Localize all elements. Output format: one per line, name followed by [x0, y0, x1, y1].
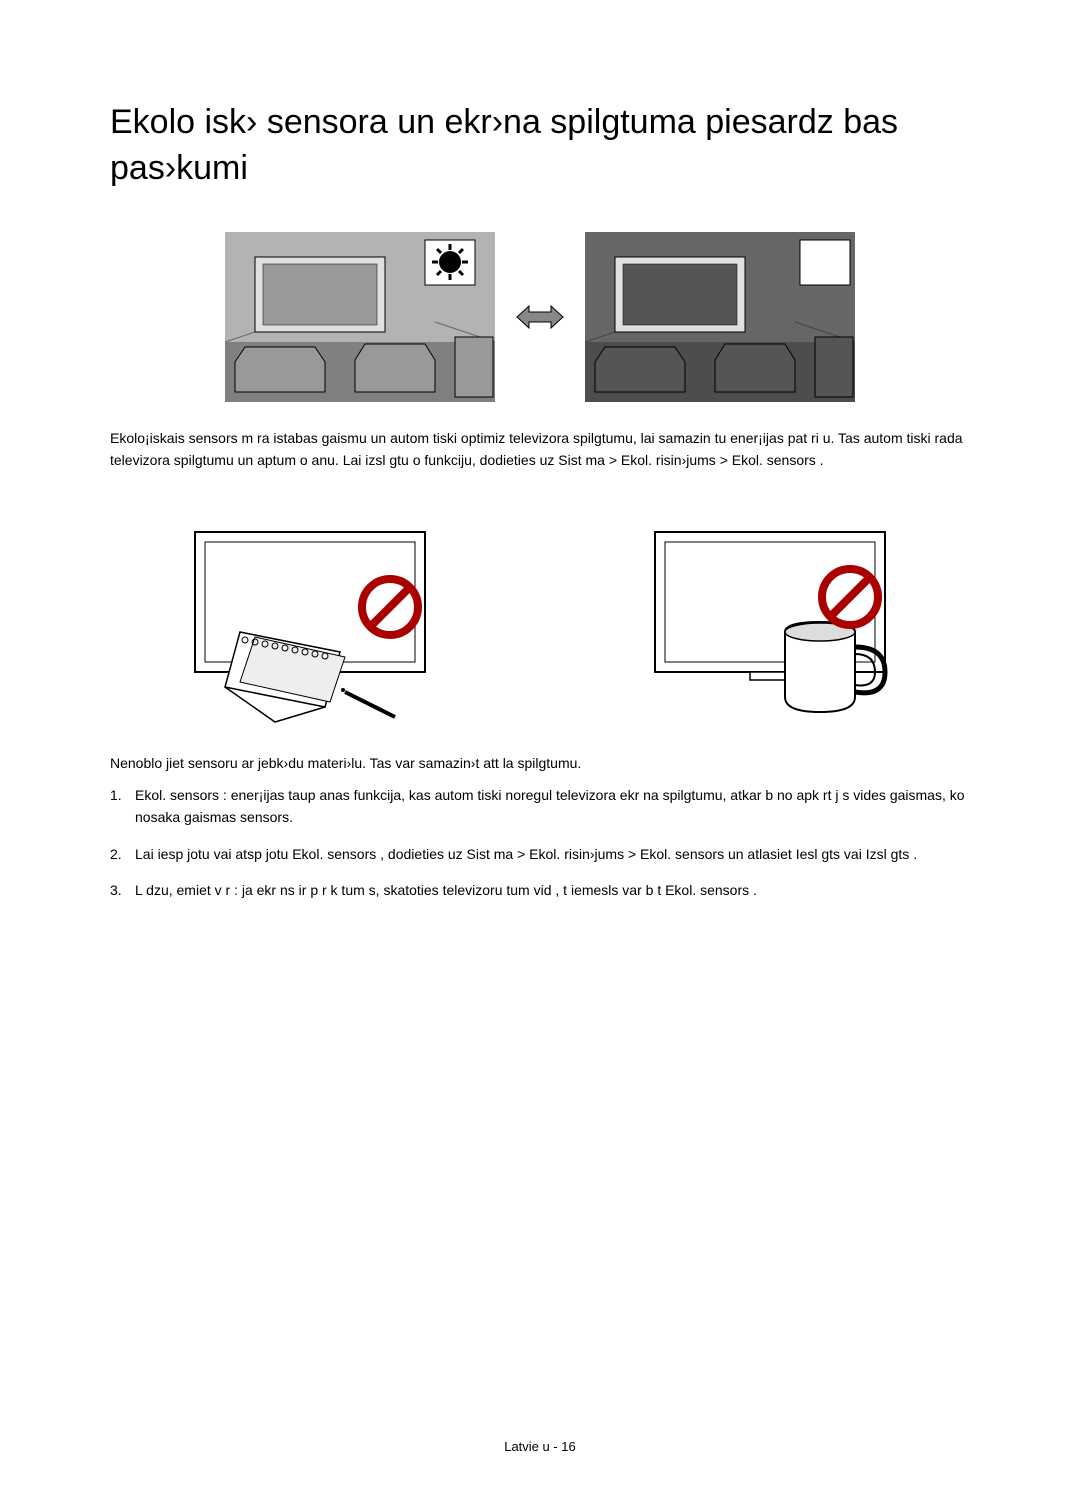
item3-end: .: [749, 882, 757, 898]
item2-end: .: [909, 846, 917, 862]
label-off: Izsl gts: [866, 846, 910, 862]
paragraph-1: Ekolo¡iskais sensors m ra istabas gaismu…: [110, 427, 970, 472]
menu-path-1: Sist ma > Ekol. risin›jums > Ekol. senso…: [558, 452, 816, 468]
illustration-row-prohibit: [170, 522, 910, 727]
item2-text-d: vai: [840, 846, 866, 862]
label-on: Iesl gts: [796, 846, 840, 862]
list-item-3: L dzu, emiet v r : ja ekr ns ir p r k tu…: [135, 879, 970, 901]
notebook-block-illustration: [170, 522, 450, 727]
page-title: Ekolo isk› sensora un ekr›na spilgtuma p…: [110, 100, 970, 192]
label-ekol-sensors-2: Ekol. sensors: [292, 846, 376, 862]
double-arrow-icon: [515, 302, 565, 332]
para1-text: Ekolo¡iskais sensors m ra istabas gaismu…: [110, 430, 963, 468]
item2-text-b: , dodieties uz: [376, 846, 466, 862]
room-dark-illustration: [585, 232, 855, 402]
room-bright-illustration: [225, 232, 495, 402]
numbered-list: Ekol. sensors : ener¡ijas taup anas funk…: [110, 784, 970, 902]
list-item-2: Lai iesp jotu vai atsp jotu Ekol. sensor…: [135, 843, 970, 865]
list-item-1: Ekol. sensors : ener¡ijas taup anas funk…: [135, 784, 970, 829]
paragraph-2: Nenoblo jiet sensoru ar jebk›du materi›l…: [110, 752, 970, 774]
menu-path-2: Sist ma > Ekol. risin›jums > Ekol. senso…: [467, 846, 725, 862]
item2-text-c: un atlasiet: [724, 846, 796, 862]
item1-text: : ener¡ijas taup anas funkcija, kas auto…: [135, 787, 965, 825]
item3-text: L dzu, emiet v r : ja ekr ns ir p r k tu…: [135, 882, 665, 898]
mug-block-illustration: [630, 522, 910, 727]
label-ekol-sensors-3: Ekol. sensors: [665, 882, 749, 898]
illustration-row-brightness: [110, 232, 970, 402]
item2-text-a: Lai iesp jotu vai atsp jotu: [135, 846, 292, 862]
page-footer: Latvie u - 16: [0, 1439, 1080, 1454]
label-ekol-sensors: Ekol. sensors: [135, 787, 219, 803]
para1-end: .: [816, 452, 824, 468]
